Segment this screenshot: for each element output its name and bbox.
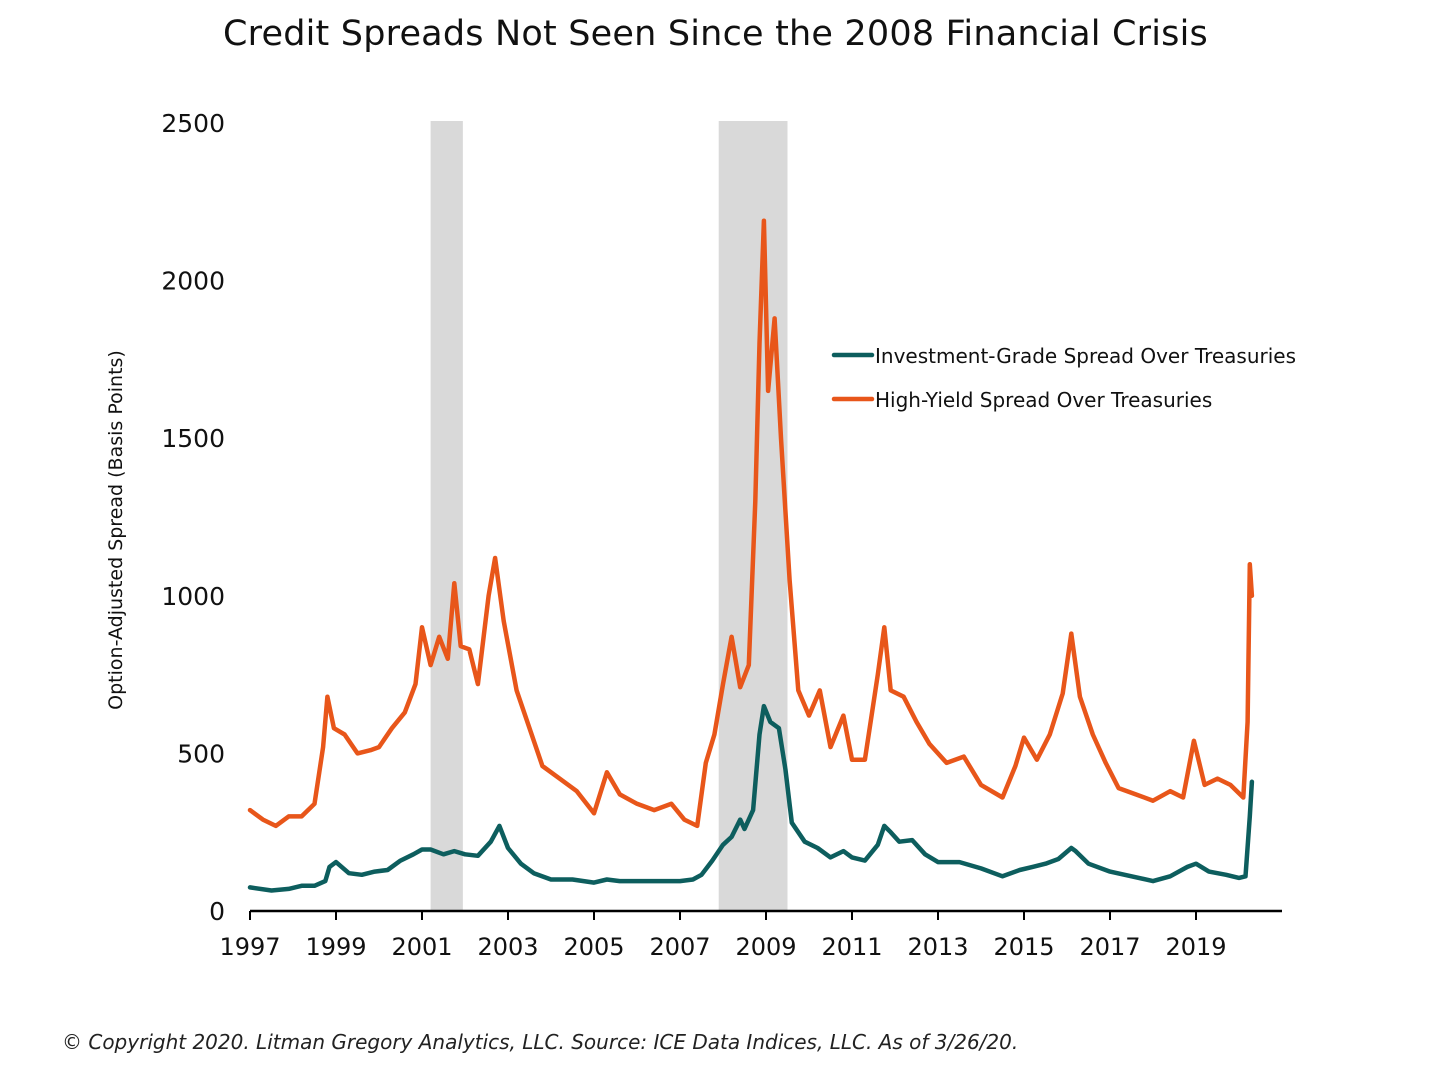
series-line-investment-grade xyxy=(247,703,1255,893)
y-tick-labels: 0 500 1000 1500 2000 2500 xyxy=(161,109,225,926)
x-tick-label: 2017 xyxy=(1079,933,1140,961)
y-tick-label: 2500 xyxy=(161,109,225,138)
x-tick-label: 2005 xyxy=(563,933,624,961)
legend-label: Investment-Grade Spread Over Treasuries xyxy=(875,344,1296,368)
series-line-high-yield xyxy=(247,218,1255,829)
x-tick-label: 2007 xyxy=(649,933,710,961)
x-tick-label: 2003 xyxy=(477,933,538,961)
y-tick-label: 0 xyxy=(209,897,225,926)
legend: Investment-Grade Spread Over Treasuries H… xyxy=(831,344,1296,412)
x-tick-label: 2019 xyxy=(1165,933,1226,961)
x-tick-label: 1999 xyxy=(305,933,366,961)
y-axis-label: Option-Adjusted Spread (Basis Points) xyxy=(105,350,127,710)
x-tick-label: 2011 xyxy=(821,933,882,961)
y-tick-label: 500 xyxy=(177,739,225,768)
copyright-footer: © Copyright 2020. Litman Gregory Analyti… xyxy=(62,1030,1019,1054)
x-tick-label: 2015 xyxy=(993,933,1054,961)
x-tick-label: 2001 xyxy=(391,933,452,961)
chart-title: Credit Spreads Not Seen Since the 2008 F… xyxy=(223,14,1208,54)
x-tick-label: 1997 xyxy=(219,933,280,961)
recession-shading xyxy=(430,121,788,911)
x-tick-label: 2009 xyxy=(735,933,796,961)
axes xyxy=(249,909,1282,920)
y-tick-label: 2000 xyxy=(161,267,225,296)
series-lines xyxy=(247,218,1255,893)
y-tick-label: 1000 xyxy=(161,582,225,611)
shaded-period-1 xyxy=(430,121,463,911)
x-tick-label: 2013 xyxy=(907,933,968,961)
x-tick-labels: 1997 1999 2001 2003 2005 2007 2009 2011 2013 2015… xyxy=(219,933,1226,961)
y-tick-label: 1500 xyxy=(161,424,225,453)
legend-label: High-Yield Spread Over Treasuries xyxy=(875,388,1212,412)
